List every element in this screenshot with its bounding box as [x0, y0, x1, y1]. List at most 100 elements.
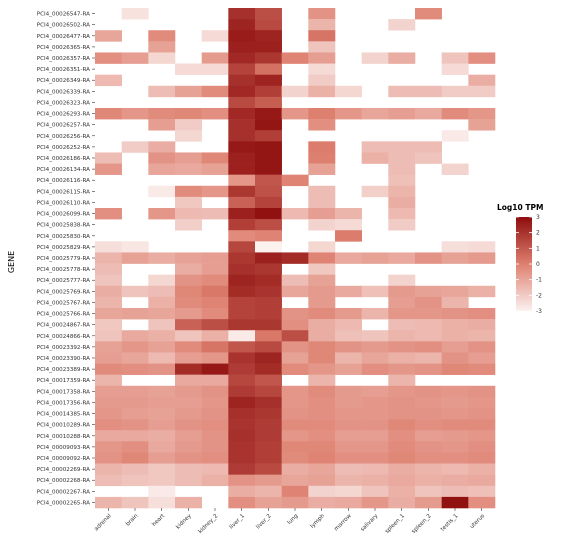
heatmap-cell: [335, 485, 362, 498]
heatmap-cell: [121, 474, 149, 487]
heatmap-cell: [255, 308, 282, 320]
heatmap-cell: [281, 485, 309, 498]
heatmap-cell: [95, 30, 122, 42]
heatmap-cell: [228, 263, 256, 275]
heatmap-cell: [95, 341, 122, 353]
heatmap-cell: [121, 496, 149, 509]
heatmap-cell: [228, 363, 256, 375]
heatmap-cell: [228, 385, 256, 398]
heatmap-cell: [148, 408, 176, 420]
heatmap-cell: [148, 141, 176, 153]
heatmap-cell: [388, 474, 416, 487]
heatmap-cell: [308, 430, 336, 442]
heatmap-cell: [175, 474, 202, 487]
heatmap-cell: [228, 341, 256, 353]
heatmap-cell: [468, 119, 496, 131]
y-tick-label: PCI4_00026477-RA: [37, 34, 90, 40]
heatmap-cell: [228, 285, 256, 298]
heatmap-cell: [201, 63, 229, 75]
heatmap-cell: [361, 463, 389, 475]
heatmap-cell: [175, 385, 202, 398]
heatmap-cell: [255, 196, 282, 209]
heatmap-cell: [335, 319, 362, 331]
heatmap-cell: [148, 496, 176, 509]
heatmap-cell: [228, 219, 256, 231]
heatmap-cell: [468, 252, 496, 264]
heatmap-cell: [335, 352, 362, 364]
heatmap-cell: [361, 496, 389, 509]
heatmap-cell: [148, 108, 176, 120]
heatmap-cell: [255, 419, 282, 431]
y-tick-label: PCI4_00026115-RA: [37, 189, 90, 195]
heatmap-cell: [415, 463, 442, 475]
heatmap-cell: [415, 252, 442, 264]
heatmap-cell: [441, 474, 469, 487]
heatmap-cell: [308, 74, 336, 87]
heatmap-cell: [121, 363, 149, 375]
heatmap-cell: [148, 330, 176, 342]
heatmap-cell: [201, 263, 229, 275]
y-tick-label: PCI4_00025779-RA: [37, 256, 90, 262]
heatmap-cell: [388, 52, 416, 64]
y-tick-label: PCI4_00010288-RA: [37, 434, 90, 440]
heatmap-cell: [121, 252, 149, 264]
x-tick-label: testis_1: [440, 513, 460, 533]
heatmap-cell: [415, 330, 442, 342]
heatmap-cell: [175, 185, 202, 198]
heatmap-cell: [468, 352, 496, 364]
heatmap-cell: [388, 196, 416, 209]
heatmap-cell: [148, 208, 176, 220]
heatmap-cell: [308, 108, 336, 120]
heatmap-cell: [441, 285, 469, 298]
y-tick-label: PCI4_00025767-RA: [37, 300, 90, 306]
colorbar-tick-label: 1: [536, 245, 540, 252]
heatmap-cell: [308, 419, 336, 431]
heatmap-cell: [361, 108, 389, 120]
heatmap-cell: [281, 319, 309, 331]
heatmap-cell: [121, 408, 149, 420]
heatmap-cell: [175, 208, 202, 220]
heatmap-cell: [468, 363, 496, 375]
heatmap-cell: [388, 252, 416, 264]
heatmap-cell: [148, 185, 176, 198]
y-tick-label: PCI4_00023389-RA: [37, 367, 90, 373]
heatmap-cell: [308, 319, 336, 331]
heatmap-cell: [175, 363, 202, 375]
heatmap-cell: [281, 308, 309, 320]
heatmap-cell: [441, 330, 469, 342]
heatmap-cell: [335, 219, 362, 231]
heatmap-cell: [255, 352, 282, 364]
heatmap-cell: [201, 396, 229, 409]
heatmap-cell: [441, 385, 469, 398]
y-tick-label: PCI4_00026186-RA: [37, 156, 90, 162]
heatmap-cell: [255, 185, 282, 198]
heatmap-cell: [201, 452, 229, 464]
heatmap-cell: [95, 163, 122, 175]
heatmap-cell: [441, 252, 469, 264]
heatmap-cell: [281, 208, 309, 220]
heatmap-cell: [148, 252, 176, 264]
heatmap-cell: [308, 452, 336, 464]
y-tick-label: PCI4_00026351-RA: [37, 67, 90, 73]
heatmap-cell: [148, 119, 176, 131]
y-tick-label: PCI4_00026252-RA: [37, 145, 90, 151]
heatmap-cell: [255, 363, 282, 375]
heatmap-cell: [255, 19, 282, 31]
heatmap-cell: [148, 163, 176, 175]
heatmap-cell: [121, 341, 149, 353]
heatmap-cell: [255, 74, 282, 87]
heatmap-cell: [281, 330, 309, 342]
heatmap-cell: [201, 208, 229, 220]
heatmap-cell: [388, 285, 416, 298]
heatmap-cell: [335, 252, 362, 264]
heatmap-cell: [175, 341, 202, 353]
heatmap-cell: [441, 85, 469, 98]
heatmap-cell: [175, 441, 202, 453]
heatmap-cell: [281, 385, 309, 398]
heatmap-cell: [201, 152, 229, 164]
heatmap-cell: [308, 385, 336, 398]
heatmap-cell: [175, 263, 202, 275]
heatmap-cell: [148, 30, 176, 42]
heatmap-cell: [441, 296, 469, 309]
heatmap-cell: [175, 163, 202, 175]
